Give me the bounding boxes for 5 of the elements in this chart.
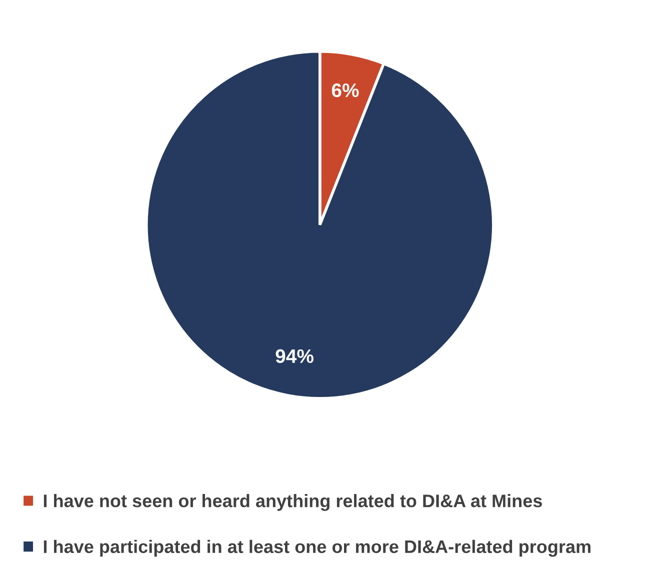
legend-label: I have participated in at least one or more DI&A-related program [44,540,590,557]
legend-label: I have not seen or heard anything related to DI&A at Mines [44,494,542,511]
pie-slice [145,50,495,400]
data-label: 94% [276,349,314,364]
data-label: 6% [332,83,359,98]
